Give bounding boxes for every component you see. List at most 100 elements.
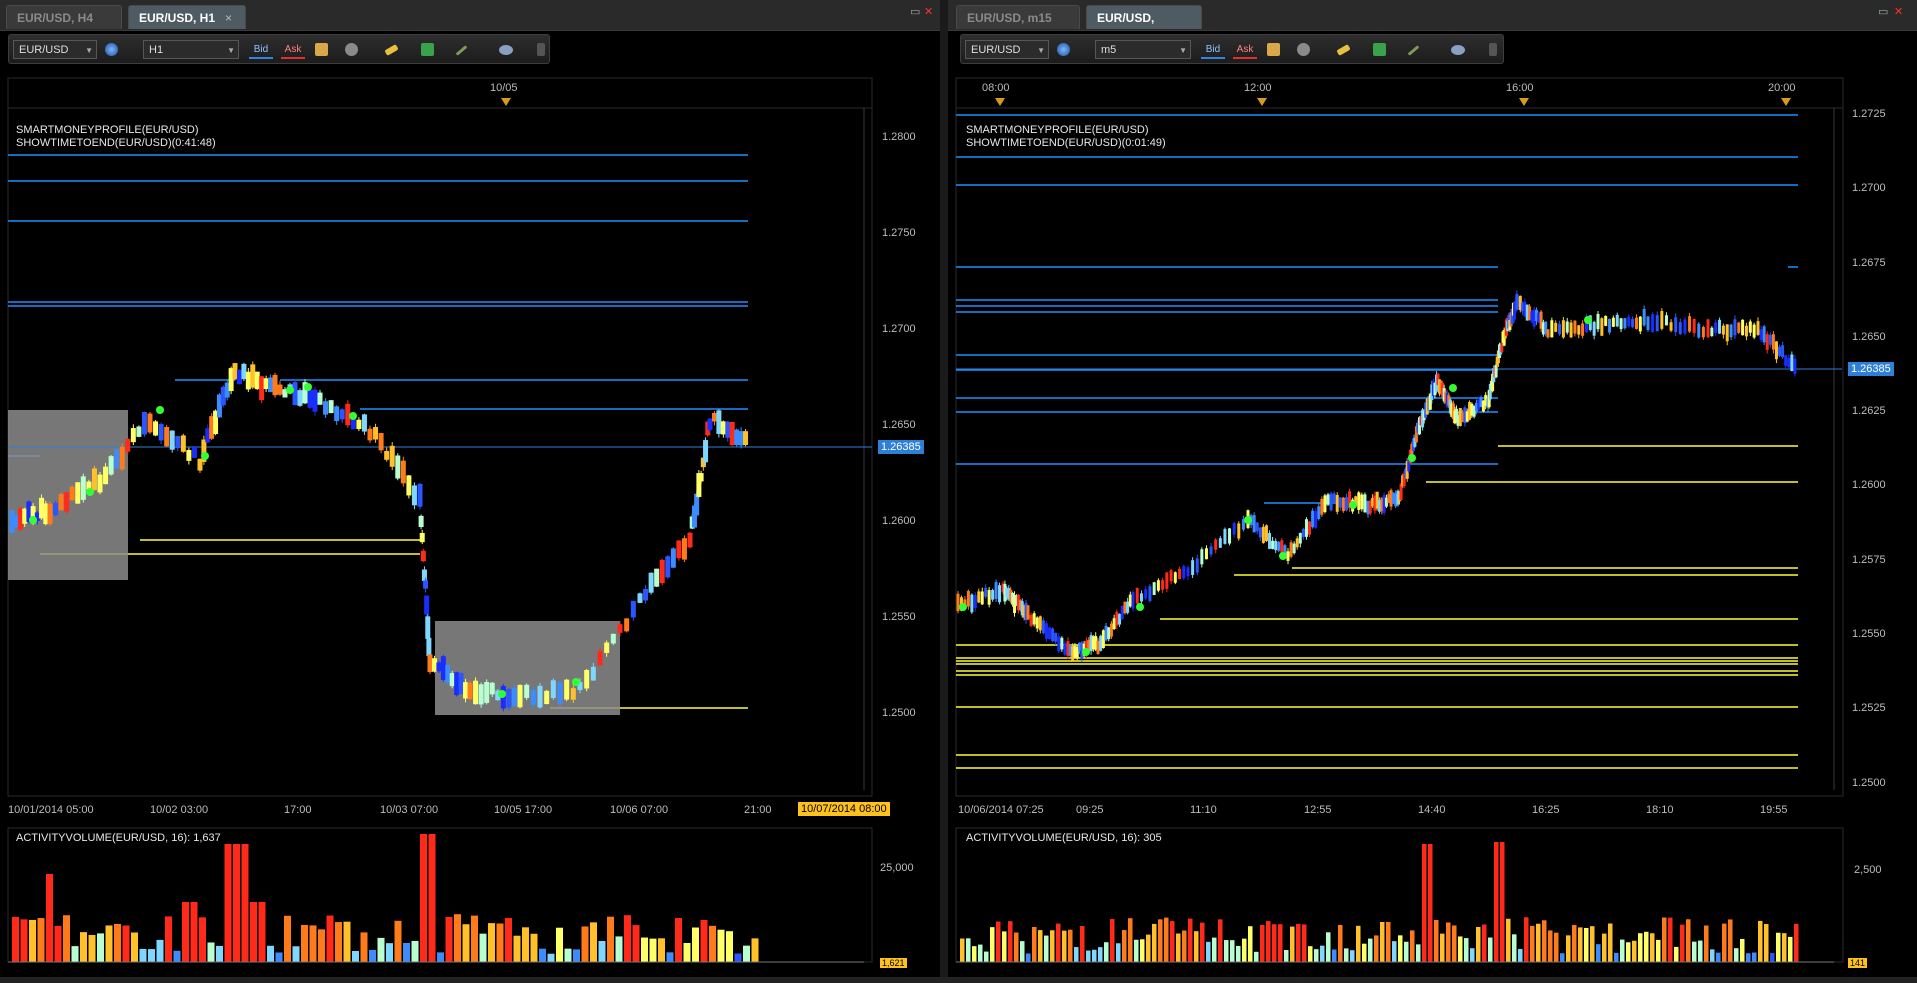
candle-body: [1458, 408, 1462, 426]
right-chart-canvas[interactable]: [948, 0, 1917, 983]
timeframe-select[interactable]: m5 ▼: [1095, 40, 1191, 59]
tab-eurusd-m5[interactable]: EUR/USD, m5×: [1086, 5, 1202, 49]
globe-icon[interactable]: [105, 43, 118, 56]
volume-bar: [1680, 924, 1685, 962]
top-time-label: 20:00: [1768, 82, 1796, 94]
tab-eurusd-h1[interactable]: EUR/USD, H1 ×: [128, 5, 246, 29]
volume-bar: [1446, 922, 1451, 962]
volume-bar: [734, 953, 742, 962]
candle-body: [1068, 644, 1072, 656]
volume-bar: [1620, 939, 1625, 962]
edit-icon[interactable]: [315, 43, 328, 56]
candle-body: [1020, 601, 1024, 616]
volume-scale-label: 25,000: [880, 862, 914, 874]
volume-bar: [1326, 932, 1331, 962]
left-chart-window: EUR/USD, H4 EUR/USD, H1 × ▭ ✕ EUR/USD ▼ H1…: [0, 0, 940, 983]
candle-body: [130, 428, 136, 443]
volume-bar: [352, 950, 359, 962]
candle-body: [241, 363, 247, 380]
candle-body: [1014, 595, 1018, 606]
volume-bar: [1200, 922, 1205, 962]
eye-icon[interactable]: [1297, 43, 1310, 56]
shape-icon[interactable]: [1451, 45, 1465, 55]
crosshair-date-tag: 10/07/2014 08:00: [798, 802, 890, 816]
image-icon[interactable]: [421, 43, 434, 56]
tab-eurusd-h4[interactable]: EUR/USD, H4: [6, 5, 122, 29]
signal-dot: [86, 488, 94, 496]
more-icon[interactable]: [1489, 43, 1497, 56]
candle-body: [216, 394, 222, 418]
close-tab-icon[interactable]: ×: [225, 11, 233, 25]
timeframe-select[interactable]: H1 ▼: [143, 40, 239, 59]
top-time-label: 08:00: [982, 82, 1010, 94]
candle-body: [1472, 405, 1476, 417]
left-tab-bar: EUR/USD, H4 EUR/USD, H1 × ▭ ✕: [0, 0, 940, 31]
volume-bar: [1590, 926, 1595, 962]
candle-body: [1041, 620, 1045, 634]
volume-bar: [488, 923, 495, 962]
candle-body: [1451, 403, 1455, 419]
candle-body: [1003, 583, 1007, 602]
candle-body: [1692, 318, 1696, 333]
image-icon[interactable]: [1373, 43, 1386, 56]
candle-body: [1784, 355, 1788, 366]
volume-bar: [1632, 940, 1637, 962]
candle-body: [1404, 468, 1408, 478]
more-icon[interactable]: [537, 43, 545, 56]
left-chart-canvas[interactable]: [0, 0, 940, 983]
close-window-icon[interactable]: ✕: [924, 6, 934, 18]
ask-button[interactable]: Ask: [1233, 40, 1257, 59]
candle-body: [334, 406, 340, 422]
candle-body: [1032, 613, 1036, 625]
candle-body: [544, 690, 550, 705]
candle-body: [1450, 403, 1454, 417]
pane-divider[interactable]: [940, 0, 948, 983]
time-marker-icon: [1257, 98, 1267, 106]
volume-bar: [1440, 933, 1445, 962]
candle-body: [141, 411, 147, 435]
restore-icon[interactable]: ▭: [1878, 6, 1889, 18]
globe-icon[interactable]: [1057, 43, 1070, 56]
symbol-select[interactable]: EUR/USD ▼: [965, 40, 1049, 59]
candle-body: [356, 419, 362, 430]
volume-bar: [709, 925, 716, 962]
volume-bar: [505, 917, 512, 962]
candle-body: [700, 457, 706, 468]
candle-body: [395, 455, 401, 479]
candle-body: [973, 594, 977, 609]
volume-bar: [624, 915, 631, 962]
bid-button[interactable]: Bid: [1201, 40, 1225, 59]
price-label: 1.2525: [1852, 702, 1886, 714]
bid-button[interactable]: Bid: [249, 40, 273, 59]
tab-eurusd-m15[interactable]: EUR/USD, m15: [956, 5, 1080, 29]
volume-bar: [1410, 930, 1415, 962]
candle-body: [1399, 483, 1403, 500]
volume-bar: [1404, 941, 1409, 962]
candle-body: [987, 590, 991, 605]
volume-bar: [88, 934, 96, 962]
restore-icon[interactable]: ▭: [910, 6, 921, 18]
close-window-icon[interactable]: ✕: [1894, 6, 1904, 18]
symbol-select[interactable]: EUR/USD ▼: [13, 40, 97, 59]
ask-button[interactable]: Ask: [281, 40, 305, 59]
price-label: 1.2650: [882, 419, 916, 431]
candle-body: [1456, 415, 1460, 426]
candle-body: [30, 506, 36, 524]
candle-body: [1500, 343, 1504, 353]
volume-bar: [590, 922, 597, 962]
eye-icon[interactable]: [345, 43, 358, 56]
volume-bar: [700, 919, 708, 962]
candle-body: [427, 654, 433, 673]
edit-icon[interactable]: [1267, 43, 1280, 56]
right-toolbar: EUR/USD ▼ m5 ▼ Bid Ask: [960, 34, 1504, 64]
candle-body: [1274, 540, 1278, 551]
volume-bar: [1176, 933, 1181, 962]
shape-icon[interactable]: [499, 45, 513, 55]
candle-body: [1261, 526, 1265, 543]
candle-body: [1091, 636, 1095, 650]
volume-bar: [403, 942, 410, 962]
candle-body: [1774, 341, 1778, 360]
candle-body: [272, 374, 278, 396]
candle-body: [417, 483, 423, 507]
indicator-label: SHOWTIMETOEND(EUR/USD)(0:41:48): [16, 137, 216, 149]
